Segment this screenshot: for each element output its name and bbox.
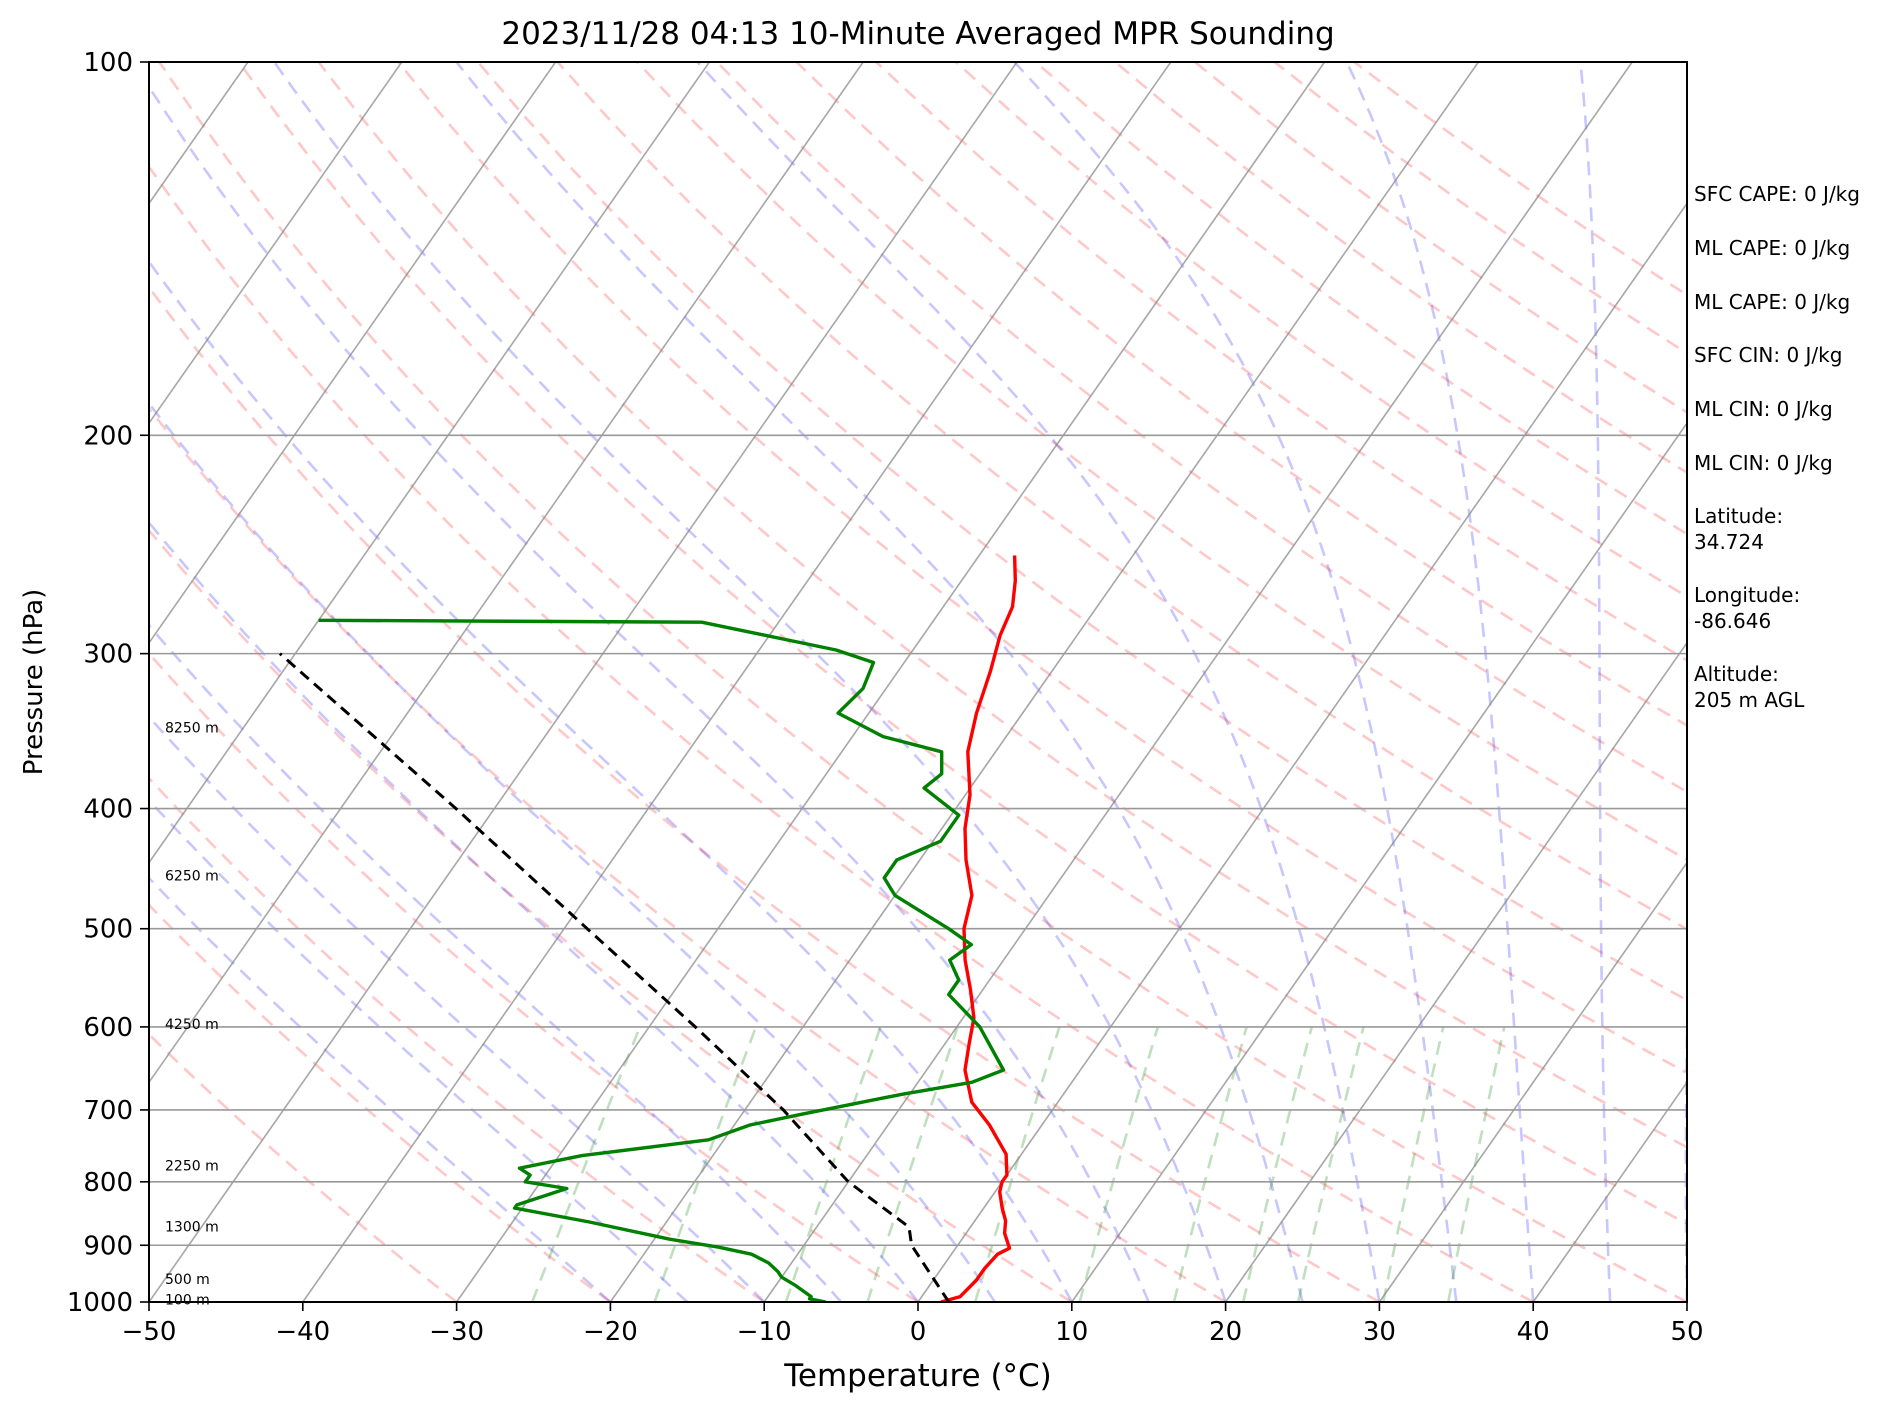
y-axis-label: Pressure (hPa) — [19, 589, 49, 776]
info-annotation: Altitude: 205 m AGL — [1694, 662, 1805, 712]
moist-adiabat — [1013, 62, 1458, 1302]
height-label: 2250 m — [165, 1158, 219, 1174]
moist-adiabat — [1579, 62, 1612, 1302]
info-annotation: SFC CIN: 0 J/kg — [1694, 343, 1843, 367]
x-tick-label: −10 — [737, 1317, 792, 1347]
x-tick-label: −20 — [583, 1317, 638, 1347]
dry-adiabat — [149, 776, 765, 1302]
y-tick-label: 100 — [83, 48, 133, 78]
height-label: 100 m — [165, 1292, 210, 1308]
info-annotation: ML CIN: 0 J/kg — [1694, 397, 1833, 421]
moist-adiabat — [1345, 62, 1535, 1302]
moist-adiabat — [149, 520, 920, 1302]
dry-adiabat — [715, 62, 1687, 794]
y-tick-label: 400 — [83, 795, 133, 825]
info-annotation: ML CAPE: 0 J/kg — [1694, 236, 1851, 260]
y-tick-label: 500 — [83, 915, 133, 945]
dry-adiabat — [149, 651, 919, 1302]
mixing-ratio-line — [1078, 1026, 1160, 1302]
y-tick-label: 1000 — [67, 1288, 133, 1318]
series-line-3 — [278, 652, 951, 1302]
isotherm — [1532, 1080, 1687, 1302]
dry-adiabat — [149, 528, 1073, 1302]
dry-adiabat — [149, 903, 612, 1302]
dry-adiabat — [149, 406, 1227, 1302]
dry-adiabat — [158, 62, 1687, 1302]
x-tick-label: 10 — [1055, 1317, 1088, 1347]
height-label: 4250 m — [165, 1017, 219, 1033]
isotherm — [149, 62, 403, 425]
height-label: 500 m — [165, 1272, 210, 1288]
moist-adiabat — [149, 401, 996, 1302]
info-annotation: Longitude: -86.646 — [1694, 583, 1801, 633]
mixing-ratio-line — [1241, 1026, 1314, 1302]
moist-adiabat — [149, 84, 1150, 1302]
series-line-1 — [940, 555, 1017, 1302]
dry-adiabat — [317, 62, 1687, 1149]
x-tick-label: −30 — [429, 1317, 484, 1347]
moist-adiabat — [149, 715, 766, 1302]
dry-adiabat — [476, 62, 1687, 1002]
y-tick-label: 200 — [83, 421, 133, 451]
isotherm — [149, 62, 557, 645]
isotherm — [149, 62, 864, 1084]
mixing-ratio-line — [530, 1026, 642, 1302]
dry-adiabat — [397, 62, 1687, 1075]
series-line-2 — [318, 618, 1006, 1302]
moist-adiabat — [149, 623, 843, 1302]
info-annotation: Latitude: 34.724 — [1694, 504, 1784, 554]
moist-adiabat — [149, 259, 1073, 1302]
y-tick-label: 300 — [83, 640, 133, 670]
x-tick-label: 40 — [1517, 1317, 1550, 1347]
y-tick-label: 800 — [83, 1168, 133, 1198]
dry-adiabat — [636, 62, 1687, 862]
x-tick-label: 50 — [1670, 1317, 1703, 1347]
isotherm — [1224, 641, 1687, 1302]
dry-adiabat — [875, 62, 1687, 662]
moist-adiabat — [696, 62, 1381, 1302]
dry-adiabat — [955, 62, 1687, 599]
x-tick-label: 30 — [1363, 1317, 1396, 1347]
y-tick-label: 700 — [83, 1096, 133, 1126]
y-tick-label: 600 — [83, 1013, 133, 1043]
info-annotation: ML CAPE: 0 J/kg — [1694, 290, 1851, 314]
isotherm — [917, 202, 1687, 1302]
height-label: 8250 m — [165, 720, 219, 736]
plot-frame — [148, 61, 1688, 1303]
info-annotation: SFC CAPE: 0 J/kg — [1694, 182, 1860, 206]
isotherm — [302, 62, 1172, 1302]
x-tick-label: 20 — [1209, 1317, 1242, 1347]
isotherm — [1071, 421, 1687, 1302]
dry-adiabat — [795, 62, 1687, 727]
dry-adiabat — [556, 62, 1687, 931]
isotherm — [149, 62, 1018, 1302]
isotherm — [609, 62, 1480, 1302]
height-label: 1300 m — [165, 1219, 219, 1235]
x-axis-label: Temperature (°C) — [783, 1358, 1052, 1394]
isotherm — [149, 62, 711, 864]
dry-adiabat — [237, 62, 1687, 1226]
x-tick-label: 0 — [910, 1317, 927, 1347]
moist-adiabat — [273, 62, 1227, 1302]
chart-title: 2023/11/28 04:13 10-Minute Averaged MPR … — [501, 16, 1334, 52]
y-tick-label: 900 — [83, 1231, 133, 1261]
isotherm — [455, 62, 1326, 1302]
height-label: 6250 m — [165, 869, 219, 885]
dry-adiabat — [149, 164, 1534, 1302]
dry-adiabat — [149, 285, 1381, 1302]
dry-adiabat — [149, 1032, 458, 1302]
x-tick-label: −40 — [275, 1317, 330, 1347]
x-tick-label: −50 — [122, 1317, 177, 1347]
isotherm — [763, 62, 1633, 1302]
isotherm — [1378, 861, 1687, 1302]
info-annotation: ML CIN: 0 J/kg — [1694, 451, 1833, 475]
